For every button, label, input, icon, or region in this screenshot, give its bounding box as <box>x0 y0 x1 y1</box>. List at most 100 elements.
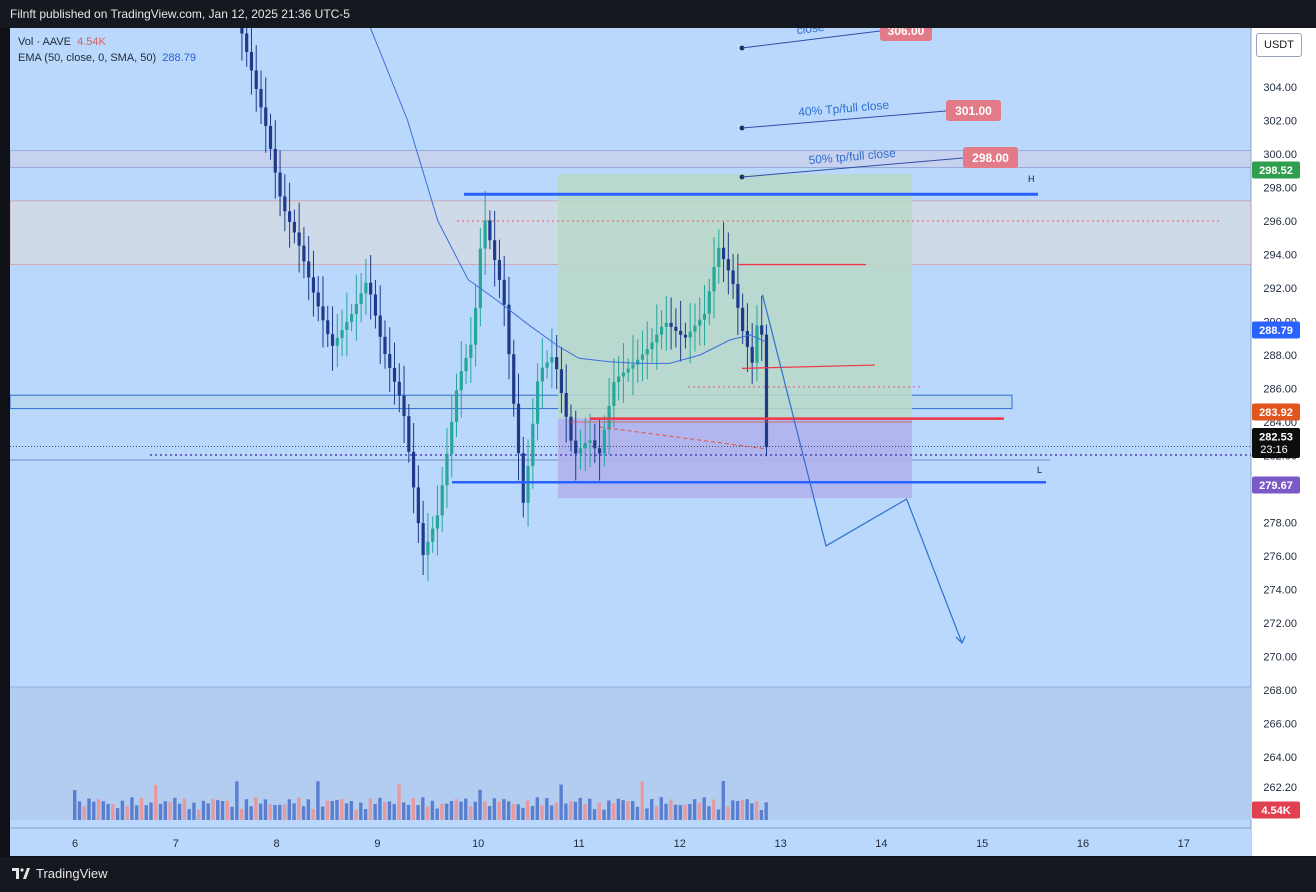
volume-bar <box>416 805 420 820</box>
candle-body <box>383 336 387 355</box>
volume-bar <box>354 809 358 820</box>
volume-bar <box>96 799 101 820</box>
y-tick-label: 272.00 <box>1263 618 1297 630</box>
candle-body <box>483 220 487 249</box>
volume-bar <box>645 808 649 820</box>
candle-body <box>249 51 254 71</box>
volume-bar <box>444 803 449 820</box>
volume-bar <box>335 799 339 820</box>
x-tick-label: 14 <box>875 838 887 850</box>
annotation-line <box>741 30 881 49</box>
volume-bar <box>87 798 91 820</box>
currency-button[interactable]: USDT <box>1256 33 1302 57</box>
candle-body <box>640 354 645 360</box>
candle-body <box>593 440 597 449</box>
volume-bar <box>111 803 115 820</box>
candles <box>235 0 769 581</box>
volume-bar <box>707 806 711 820</box>
candle-body <box>435 515 440 529</box>
candle-body <box>559 369 564 394</box>
price-badge-value: 283.92 <box>1259 407 1293 419</box>
volume-bar <box>387 801 392 820</box>
x-tick-label: 16 <box>1077 838 1089 850</box>
volume-bar <box>196 809 201 820</box>
volume-bar <box>602 809 606 820</box>
volume-bar <box>292 803 296 820</box>
volume-bar <box>487 806 492 820</box>
candle-body <box>698 319 702 326</box>
volume-bar <box>378 797 382 820</box>
volume-bar <box>597 802 601 820</box>
volume-bar <box>130 797 134 820</box>
candle-body <box>330 334 335 346</box>
y-tick-label: 264.00 <box>1263 752 1297 764</box>
volume-bar <box>249 806 253 820</box>
volume-bar <box>692 799 697 820</box>
candle-body <box>478 248 482 309</box>
volume-bar <box>206 803 210 820</box>
volume-bar <box>759 810 764 820</box>
top-bar: Filnft published on TradingView.com, Jan… <box>0 0 1316 28</box>
volume-bar <box>673 804 678 820</box>
volume-bar <box>411 797 415 820</box>
candle-body <box>502 279 506 305</box>
price-badge-value: 298.52 <box>1259 165 1293 177</box>
candle-body <box>340 329 344 338</box>
annotation-line <box>741 110 947 129</box>
candle-body <box>545 362 549 368</box>
volume-bar <box>492 798 497 820</box>
candle-body <box>683 334 688 338</box>
volume-bar <box>702 797 706 820</box>
candle-body <box>245 33 249 52</box>
candle-body <box>688 331 692 338</box>
volume-bar <box>320 806 325 820</box>
candle-body <box>302 245 306 262</box>
candle-body <box>359 293 363 304</box>
volume-bar <box>535 797 539 820</box>
candle-body <box>464 357 468 372</box>
y-tick-label: 288.00 <box>1263 350 1297 362</box>
volume-bar <box>220 800 225 820</box>
candle-body <box>402 395 406 417</box>
bottom-bar <box>0 857 1316 892</box>
volume-bar <box>721 780 725 820</box>
volume-bar <box>311 809 315 820</box>
h-level-label: H <box>1028 174 1035 184</box>
candle-body <box>345 322 349 330</box>
candle-body <box>493 240 497 261</box>
volume-bar <box>516 804 520 820</box>
candle-body <box>354 303 358 315</box>
candle-body <box>287 211 292 222</box>
candle-body <box>373 294 378 316</box>
candle-body <box>378 315 382 337</box>
time-axis-background <box>10 828 1251 856</box>
candle-body <box>631 364 635 369</box>
candle-body <box>659 326 664 335</box>
candle-body <box>292 221 296 233</box>
volume-bar <box>82 806 86 820</box>
candle-body <box>240 14 244 34</box>
candle-body <box>473 308 478 345</box>
y-tick-label: 292.00 <box>1263 283 1297 295</box>
price-badge-value: 282.53 <box>1259 432 1293 444</box>
volume-bar <box>282 804 287 820</box>
candle-body <box>588 440 592 443</box>
volume-bar <box>530 805 535 820</box>
volume-bar <box>616 798 621 820</box>
volume-bar <box>564 803 568 820</box>
candle-body <box>540 367 544 382</box>
price-badge-value: 279.67 <box>1259 480 1293 492</box>
volume-bar <box>363 809 368 820</box>
volume-bar <box>406 804 411 820</box>
tradingview-brand[interactable]: TradingView <box>12 866 108 881</box>
volume-bar <box>349 800 353 820</box>
ema-line <box>366 19 766 364</box>
volume-bar <box>607 800 611 820</box>
y-tick-label: 270.00 <box>1263 652 1297 664</box>
candle-body <box>712 266 716 292</box>
volume-bar <box>382 802 387 820</box>
volume-bar <box>716 809 721 820</box>
volume-bar <box>459 801 463 820</box>
